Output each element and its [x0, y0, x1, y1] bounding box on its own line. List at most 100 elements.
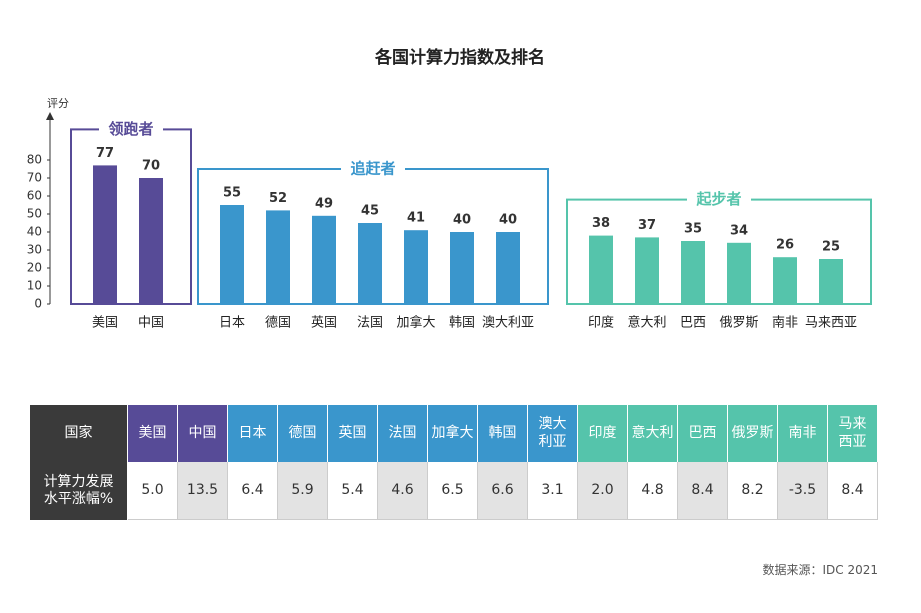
y-tick-label: 40 — [27, 225, 42, 239]
cell-text: 3.1 — [541, 481, 564, 498]
cell-text: 德国 — [288, 424, 317, 441]
column-header: 德国 — [278, 405, 328, 462]
table-cell: 8.4 — [828, 462, 878, 520]
cell-text: 6.5 — [441, 481, 464, 498]
column-header: 韩国 — [478, 405, 528, 462]
x-tick-label: 中国 — [138, 316, 164, 331]
x-tick-label: 澳大利亚 — [482, 315, 534, 331]
cell-text: 国家 — [64, 424, 93, 441]
bar — [266, 210, 290, 304]
value-label: 37 — [638, 218, 656, 233]
y-tick-label: 10 — [27, 279, 42, 293]
cell-text: 韩国 — [488, 424, 517, 441]
value-label: 25 — [822, 240, 840, 255]
x-tick-label: 印度 — [588, 315, 614, 331]
y-tick-label: 0 — [34, 297, 42, 311]
cell-text: 美国 — [138, 424, 167, 441]
x-tick-label: 韩国 — [449, 316, 475, 331]
cell-text: 俄罗斯 — [731, 424, 774, 441]
legend-label: 追赶者 — [350, 160, 395, 178]
cell-text: 巴西 — [688, 424, 717, 441]
cell-text: 4.8 — [641, 481, 664, 498]
table-cell: -3.5 — [778, 462, 828, 520]
group-label-bg — [687, 189, 751, 210]
cell-text: 日本 — [238, 424, 267, 441]
column-header: 南非 — [778, 405, 828, 462]
bar — [773, 257, 797, 304]
group-label-bg — [341, 159, 405, 179]
column-header: 美国 — [128, 405, 178, 462]
group-box — [70, 128, 192, 305]
group-label-bg — [99, 119, 163, 140]
bar — [312, 215, 336, 304]
y-tick-label: 50 — [27, 207, 42, 221]
value-label: 35 — [684, 222, 702, 237]
cell-text: 8.4 — [841, 481, 864, 498]
bar — [589, 235, 613, 304]
x-tick-label: 巴西 — [680, 316, 706, 331]
table-cell: 2.0 — [578, 462, 628, 520]
value-label: 34 — [730, 223, 748, 238]
value-label: 38 — [592, 216, 610, 231]
cell-text: 南非 — [788, 424, 817, 441]
x-tick-label: 马来西亚 — [805, 316, 857, 331]
cell-text: 6.4 — [241, 481, 264, 498]
cell-text: 印度 — [588, 424, 617, 441]
row-header: 国家 — [30, 405, 128, 462]
table-cell: 6.4 — [228, 462, 278, 520]
column-header: 印度 — [578, 405, 628, 462]
y-tick-label: 60 — [27, 189, 42, 203]
value-label: 49 — [315, 196, 333, 211]
cell-text: 英国 — [338, 424, 367, 441]
x-tick-label: 日本 — [219, 316, 245, 331]
cell-text: 8.4 — [691, 481, 714, 498]
cell-text: 马来西亚 — [838, 416, 867, 450]
cell-text: 意大利 — [631, 424, 674, 441]
cell-text: 2.0 — [591, 481, 614, 498]
column-header: 澳大利亚 — [528, 405, 578, 462]
y-axis-label: 评分 — [47, 97, 69, 110]
cell-text: 加拿大 — [431, 424, 474, 441]
y-tick-label: 30 — [27, 243, 42, 257]
cell-text: 5.4 — [341, 481, 364, 498]
chart-title: 各国计算力指数及排名 — [374, 47, 545, 68]
x-tick-label: 德国 — [265, 316, 291, 331]
value-label: 52 — [269, 191, 287, 206]
x-tick-label: 法国 — [357, 316, 383, 331]
value-label: 70 — [142, 159, 160, 174]
table-cell: 8.2 — [728, 462, 778, 520]
bar — [358, 223, 382, 304]
column-header: 巴西 — [678, 405, 728, 462]
table-cell: 5.0 — [128, 462, 178, 520]
chart: 各国计算力指数及排名 评分 0 10 20 30 40 50 60 70 80 美国 中国 日本 德国 英… — [27, 47, 872, 331]
value-label: 41 — [407, 211, 425, 226]
x-tick-label: 俄罗斯 — [719, 316, 758, 331]
table-cell: 6.5 — [428, 462, 478, 520]
legend-label: 起步者 — [695, 190, 741, 208]
column-header: 加拿大 — [428, 405, 478, 462]
column-header: 日本 — [228, 405, 278, 462]
table: 国家 美国 中国 日本 德国 英国 法国 加拿大 韩国 澳大利亚 印度 意大利 巴西 俄罗斯 南非 马来西亚计… — [30, 405, 878, 520]
cell-text: 计算力发展水平涨幅% — [43, 473, 114, 508]
value-label: 40 — [453, 213, 471, 228]
cell-text: 6.6 — [491, 481, 514, 498]
x-tick-label: 美国 — [92, 316, 118, 331]
legend-label: 领跑者 — [107, 120, 153, 138]
bar — [727, 242, 751, 304]
table-cell: 13.5 — [178, 462, 228, 520]
table-cell: 6.6 — [478, 462, 528, 520]
cell-text: 澳大利亚 — [538, 416, 567, 450]
cell-text: 5.0 — [141, 481, 164, 498]
row-header: 计算力发展水平涨幅% — [30, 462, 128, 520]
value-label: 26 — [776, 238, 794, 253]
bar — [93, 165, 117, 304]
y-tick-label: 80 — [27, 153, 42, 167]
bar — [819, 259, 843, 304]
column-header: 意大利 — [628, 405, 678, 462]
table-cell: 4.8 — [628, 462, 678, 520]
bar — [681, 241, 705, 304]
cell-text: 法国 — [388, 424, 417, 441]
value-label: 55 — [223, 186, 241, 201]
table-cell: 8.4 — [678, 462, 728, 520]
table-cell: 3.1 — [528, 462, 578, 520]
